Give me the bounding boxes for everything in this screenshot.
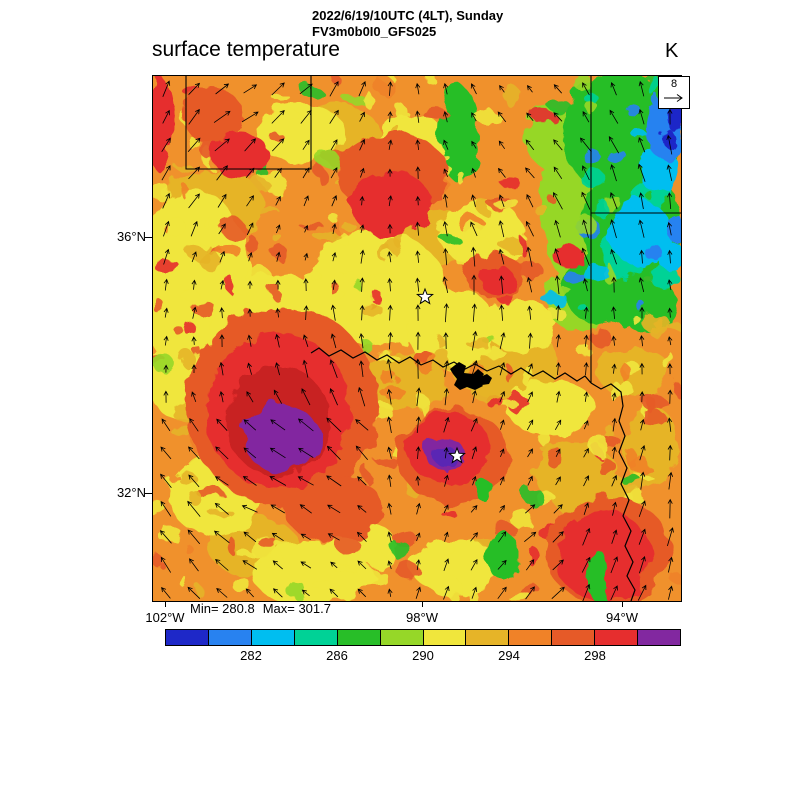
model-name-header: FV3m0b0I0_GFS025 bbox=[312, 24, 437, 39]
wind-reference-box: 8 bbox=[658, 76, 690, 109]
colorbar-tick-label: 294 bbox=[498, 648, 520, 663]
east-border bbox=[590, 382, 636, 601]
field-min-text: Min= 280.8 bbox=[190, 601, 255, 616]
state-borders bbox=[185, 76, 681, 383]
lon-tick-mark bbox=[622, 602, 623, 607]
colorbar-segment bbox=[250, 629, 295, 646]
colorbar-segment bbox=[422, 629, 467, 646]
colorbar-segment bbox=[293, 629, 338, 646]
colorbar-tick-label: 286 bbox=[326, 648, 348, 663]
colorbar-segment bbox=[465, 629, 510, 646]
colorbar-tick-label: 290 bbox=[412, 648, 434, 663]
lon-tick-label: 98°W bbox=[406, 610, 438, 625]
valid-time-header: 2022/6/19/10UTC (4LT), Sunday bbox=[312, 8, 504, 23]
colorbar bbox=[165, 629, 682, 646]
wind-reference-arrow-icon bbox=[664, 94, 683, 102]
lon-tick-mark bbox=[165, 602, 166, 607]
plot-title: surface temperature bbox=[152, 38, 340, 61]
wind-reference-value: 8 bbox=[670, 78, 678, 90]
star-marker-north bbox=[416, 287, 434, 305]
field-max-text: Max= 301.7 bbox=[262, 601, 331, 616]
lat-tick-label: 36°N bbox=[116, 229, 146, 244]
field-stats: Min= 280.8 Max= 301.7 bbox=[190, 601, 339, 616]
temperature-field bbox=[153, 76, 681, 601]
lon-tick-label: 94°W bbox=[606, 610, 638, 625]
lat-tick-mark bbox=[145, 493, 152, 494]
star-marker-south bbox=[448, 446, 466, 464]
colorbar-tick-label: 282 bbox=[240, 648, 262, 663]
lat-tick-mark bbox=[145, 237, 152, 238]
colorbar-segment bbox=[165, 629, 209, 646]
lon-tick-label: 102°W bbox=[145, 610, 185, 625]
lon-tick-mark bbox=[422, 602, 423, 607]
colorbar-segment bbox=[379, 629, 424, 646]
river-border bbox=[310, 347, 592, 384]
colorbar-segment bbox=[207, 629, 252, 646]
unit-label: K bbox=[665, 40, 679, 62]
temperature-map-canvas bbox=[153, 76, 681, 601]
colorbar-tick-label: 298 bbox=[584, 648, 606, 663]
wind-arrows bbox=[159, 80, 674, 601]
lat-tick-label: 32°N bbox=[116, 485, 146, 500]
lake-outline bbox=[450, 362, 492, 390]
colorbar-segment bbox=[551, 629, 596, 646]
map-plot-area bbox=[152, 75, 682, 602]
colorbar-segment bbox=[336, 629, 381, 646]
colorbar-segment bbox=[508, 629, 553, 646]
colorbar-segment bbox=[637, 629, 682, 646]
colorbar-segment bbox=[594, 629, 639, 646]
